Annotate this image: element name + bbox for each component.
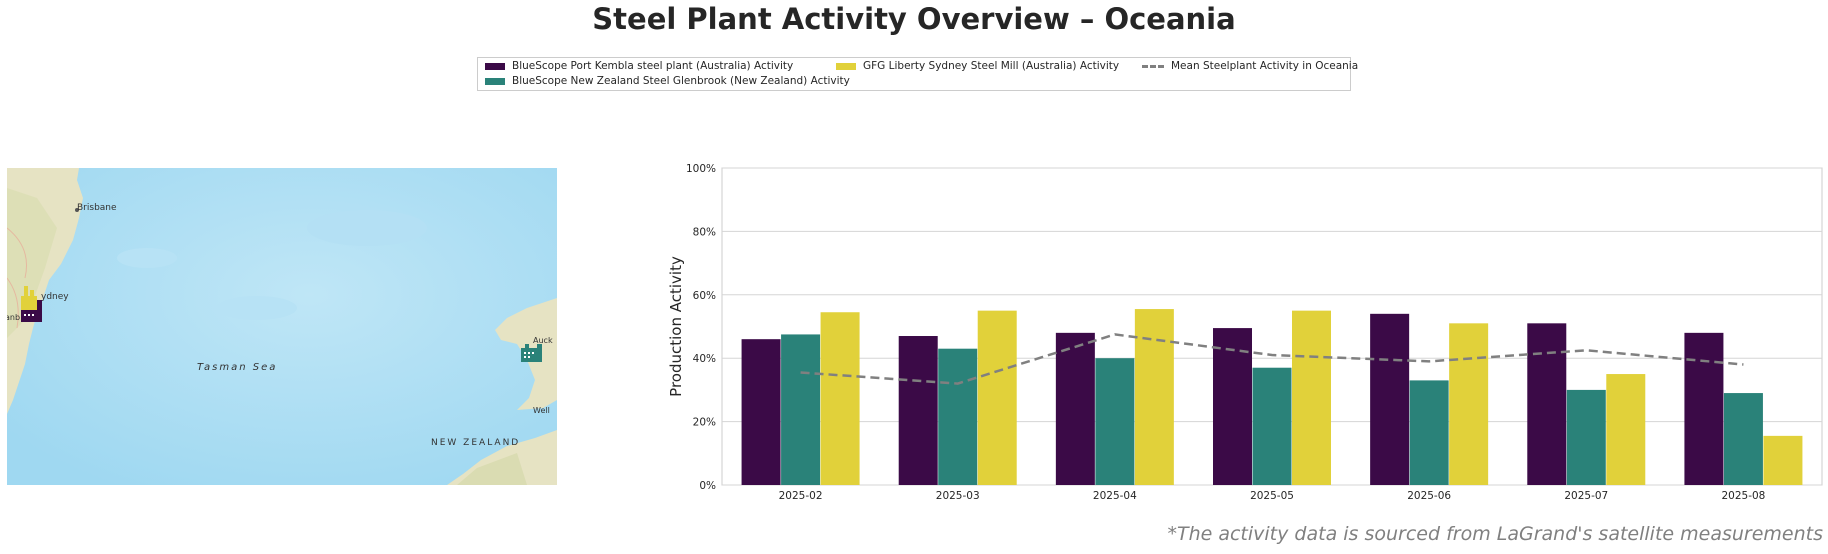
map-label-auckland: Auck <box>533 336 553 345</box>
seamount-shade <box>307 210 427 246</box>
x-tick-label: 2025-07 <box>1564 490 1608 502</box>
map-canvas: Brisbane ydney anb Tasman Sea NEW ZEALAN… <box>7 168 557 485</box>
legend-item-mean: Mean Steelplant Activity in Oceania <box>1142 60 1358 72</box>
map-label-canberra: anb <box>7 313 20 322</box>
legend-label-port-kembla: BlueScope Port Kembla steel plant (Austr… <box>512 60 794 72</box>
map-label-tasman-sea: Tasman Sea <box>197 362 277 373</box>
y-tick-label: 80% <box>693 226 716 238</box>
x-tick-label: 2025-04 <box>1093 490 1137 502</box>
map-label-sydney: ydney <box>41 292 69 302</box>
legend-swatch-mean <box>1142 64 1164 68</box>
legend-swatch-glenbrook <box>485 77 505 85</box>
factory-icon-liberty-sydney[interactable] <box>21 286 37 310</box>
legend-item-port-kembla: BlueScope Port Kembla steel plant (Austr… <box>485 60 793 72</box>
factory-icon-glenbrook[interactable] <box>521 344 542 362</box>
footnote: *The activity data is sourced from LaGra… <box>1167 523 1823 545</box>
y-tick-label: 0% <box>699 480 716 492</box>
bar-2-2025-02 <box>781 334 821 485</box>
x-tick-label: 2025-02 <box>779 490 823 502</box>
bar-2-2025-04 <box>1095 358 1135 485</box>
bar-3-2025-07 <box>1606 374 1646 485</box>
brisbane-dot <box>75 208 79 212</box>
bar-2-2025-03 <box>938 348 978 485</box>
y-tick-label: 40% <box>693 353 716 365</box>
chart-title: Steel Plant Activity Overview – Oceania <box>592 2 1236 36</box>
bar-1-2025-03 <box>898 336 938 485</box>
roads <box>7 227 27 329</box>
bar-3-2025-05 <box>1292 310 1331 485</box>
southern-alps <box>457 453 527 485</box>
y-tick-label: 20% <box>693 417 716 429</box>
x-tick-label: 2025-08 <box>1721 490 1765 502</box>
legend-swatch-port-kembla <box>485 62 505 70</box>
bar-2-2025-05 <box>1252 367 1292 485</box>
legend-label-mean: Mean Steelplant Activity in Oceania <box>1171 60 1359 72</box>
bar-1-2025-05 <box>1213 328 1252 485</box>
oceania-map: Brisbane ydney anb Tasman Sea NEW ZEALAN… <box>7 168 557 485</box>
y-tick-label: 60% <box>693 290 716 302</box>
y-tick-label: 100% <box>686 163 716 175</box>
chart-legend: BlueScope Port Kembla steel plant (Austr… <box>477 57 1358 91</box>
legend-item-glenbrook: BlueScope New Zealand Steel Glenbrook (N… <box>485 75 850 87</box>
bar-3-2025-02 <box>820 312 860 485</box>
sea-area <box>7 168 557 485</box>
bar-3-2025-08 <box>1763 435 1803 485</box>
bar-1-2025-07 <box>1527 323 1567 485</box>
factory-icon-port-kembla[interactable] <box>21 300 42 322</box>
y-axis-label: Production Activity <box>667 256 685 397</box>
legend-label-glenbrook: BlueScope New Zealand Steel Glenbrook (N… <box>512 75 850 87</box>
australia-hills <box>7 188 57 338</box>
x-tick-label: 2025-05 <box>1250 490 1294 502</box>
bar-1-2025-04 <box>1055 332 1095 485</box>
bar-3-2025-04 <box>1134 309 1174 485</box>
seamount-shade <box>217 296 297 320</box>
map-label-new-zealand: NEW ZEALAND <box>431 438 520 448</box>
legend-label-liberty-sydney: GFG Liberty Sydney Steel Mill (Australia… <box>863 60 1120 72</box>
map-label-wellington: Well <box>533 406 550 415</box>
bar-2-2025-06 <box>1409 380 1449 485</box>
legend-item-liberty-sydney: GFG Liberty Sydney Steel Mill (Australia… <box>836 60 1119 72</box>
x-tick-label: 2025-03 <box>936 490 980 502</box>
mean-activity-line <box>800 333 1744 385</box>
bar-2-2025-07 <box>1566 389 1606 485</box>
map-label-brisbane: Brisbane <box>77 203 117 213</box>
x-tick-label: 2025-06 <box>1407 490 1451 502</box>
bar-3-2025-06 <box>1449 323 1489 485</box>
bar-2-2025-08 <box>1723 393 1763 485</box>
legend-swatch-liberty-sydney <box>836 62 856 70</box>
bar-1-2025-06 <box>1370 313 1410 485</box>
bar-1-2025-08 <box>1684 332 1724 485</box>
bar-1-2025-02 <box>741 339 781 485</box>
bar-3-2025-03 <box>977 310 1017 485</box>
seamount-shade <box>117 248 177 268</box>
